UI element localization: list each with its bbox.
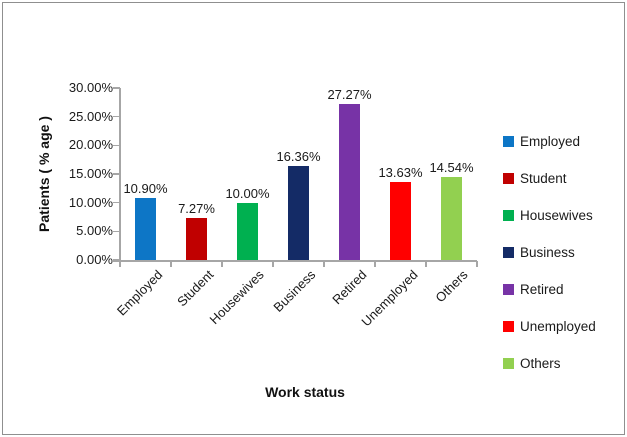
bar-value-label: 10.00%	[225, 185, 270, 201]
bar-value-label: 10.90%	[123, 180, 168, 196]
legend-swatch	[503, 136, 514, 147]
legend-item-retired: Retired	[503, 278, 596, 301]
legend-swatch	[503, 173, 514, 184]
plot-area: 10.90% 7.27% 10.00% 16.36% 27.27% 13.63% 14.54…	[120, 88, 477, 260]
legend-swatch	[503, 321, 514, 332]
legend-item-business: Business	[503, 241, 596, 264]
bar-retired	[339, 104, 360, 260]
legend-label: Student	[520, 171, 567, 186]
x-tick	[323, 261, 325, 267]
bar-slot: 27.27%	[324, 88, 375, 260]
x-tick	[476, 261, 478, 267]
y-tick-label: 15.00%	[68, 166, 113, 181]
x-axis-title: Work status	[265, 384, 345, 400]
y-tick	[113, 115, 120, 118]
y-tick-label: 30.00%	[68, 80, 113, 95]
bar-value-label: 7.27%	[178, 201, 215, 217]
legend-swatch	[503, 358, 514, 369]
category-label-student: Student	[173, 267, 217, 310]
x-tick	[221, 261, 223, 267]
legend-label: Unemployed	[520, 319, 596, 334]
category-label-employed: Employed	[113, 267, 166, 319]
y-tick	[113, 144, 120, 147]
y-tick	[113, 87, 120, 89]
category-label-retired: Retired	[328, 267, 370, 308]
legend-label: Employed	[520, 134, 581, 149]
legend-label: Business	[520, 245, 575, 260]
legend-item-others: Others	[503, 352, 596, 375]
bar-slot: 16.36%	[273, 88, 324, 260]
bar-value-label: 27.27%	[327, 87, 372, 102]
x-tick	[374, 261, 376, 267]
bar-housewives	[237, 202, 258, 260]
x-tick	[272, 261, 274, 267]
legend-swatch	[503, 247, 514, 258]
y-tick-label: 25.00%	[68, 108, 113, 124]
bar-value-label: 14.54%	[429, 159, 474, 175]
bar-value-label: 13.63%	[378, 164, 423, 180]
y-axis-line	[119, 88, 121, 266]
bar-slot: 14.54%	[426, 88, 477, 260]
y-tick-label: 20.00%	[68, 137, 113, 153]
legend-label: Retired	[520, 282, 564, 297]
y-tick	[113, 201, 120, 204]
legend-swatch	[503, 284, 514, 295]
bar-student	[186, 218, 207, 260]
bar-business	[288, 166, 309, 260]
y-tick	[113, 173, 120, 175]
legend: Employed Student Housewives Business Retired…	[503, 130, 596, 375]
bar-slot: 10.90%	[120, 88, 171, 260]
y-tick-label: 0.00%	[76, 252, 113, 267]
bar-slot: 13.63%	[375, 88, 426, 260]
legend-item-student: Student	[503, 167, 596, 190]
bar-unemployed	[390, 181, 411, 260]
y-tick-label: 10.00%	[68, 194, 113, 210]
x-axis-line	[113, 260, 477, 262]
category-label-business: Business	[270, 267, 319, 315]
bar-slot: 10.00%	[222, 88, 273, 260]
category-label-others: Others	[432, 267, 472, 306]
y-tick	[113, 259, 120, 261]
x-tick	[119, 261, 121, 267]
legend-swatch	[503, 210, 514, 221]
legend-label: Others	[520, 356, 561, 371]
legend-item-housewives: Housewives	[503, 204, 596, 227]
legend-item-unemployed: Unemployed	[503, 315, 596, 338]
bar-others	[441, 176, 462, 260]
y-tick-label: 5.00%	[76, 223, 113, 239]
bar-value-label: 16.36%	[276, 149, 321, 165]
legend-item-employed: Employed	[503, 130, 596, 153]
x-tick	[425, 261, 427, 267]
bar-employed	[135, 197, 156, 260]
x-tick	[170, 261, 172, 267]
y-tick	[113, 230, 120, 233]
bar-slot: 7.27%	[171, 88, 222, 260]
legend-label: Housewives	[520, 208, 593, 223]
